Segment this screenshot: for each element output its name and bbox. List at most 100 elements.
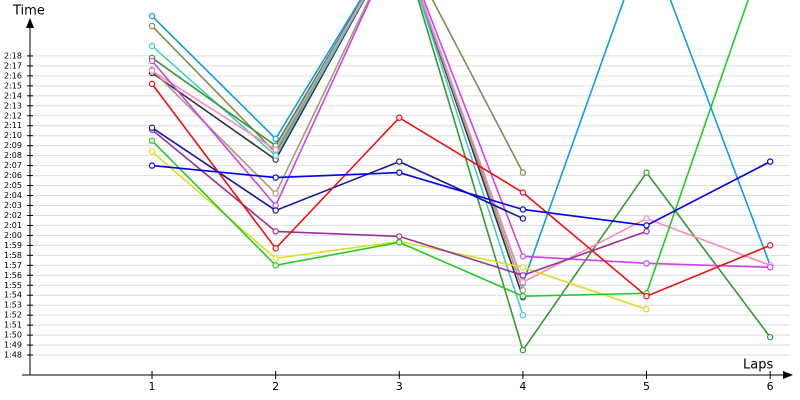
y-tick-label: 2:14 (4, 91, 22, 100)
series-line (151, 0, 771, 269)
point (396, 158, 403, 165)
plot-area (148, 0, 774, 354)
point (272, 146, 279, 153)
x-axis-label: Laps (743, 358, 773, 373)
y-tick-label: 2:13 (4, 101, 22, 110)
series-line (151, 127, 524, 220)
grid (30, 55, 790, 356)
y-tick-label: 2:09 (4, 141, 22, 150)
point (272, 228, 279, 235)
point (766, 333, 774, 341)
point (396, 169, 403, 176)
y-tick-label: 2:10 (4, 131, 22, 140)
point (272, 255, 279, 262)
point (148, 137, 156, 144)
y-tick-label: 1:59 (4, 241, 22, 250)
y-tick-label: 1:53 (4, 301, 22, 310)
point (643, 293, 650, 300)
point (396, 239, 403, 246)
y-tick-label: 1:54 (4, 291, 22, 300)
point (148, 162, 156, 169)
y-tick-label: 1:56 (4, 271, 22, 280)
y-tick-label: 2:06 (4, 171, 22, 180)
x-tick-label: 2 (272, 380, 279, 393)
y-tick-label: 2:12 (4, 111, 22, 120)
series-line (151, 0, 524, 298)
y-axis-label: Time (12, 4, 45, 19)
point (519, 253, 527, 260)
y-tick-label: 2:17 (4, 61, 22, 70)
y-tick-label: 2:15 (4, 81, 22, 90)
series-line (151, 160, 771, 227)
y-tick-label: 2:01 (4, 221, 22, 230)
x-tick-label: 3 (396, 380, 403, 393)
point (643, 305, 650, 313)
point (396, 114, 403, 121)
y-tick-label: 1:48 (4, 351, 22, 360)
x-tick-label: 5 (643, 380, 650, 393)
point (766, 242, 774, 249)
point (519, 287, 527, 294)
point (272, 262, 279, 269)
series-line (151, 0, 524, 316)
point (766, 158, 774, 165)
point (643, 260, 650, 267)
point (643, 215, 650, 222)
y-tick-label: 2:07 (4, 161, 22, 170)
point (396, 233, 403, 240)
y-tick-label: 2:02 (4, 211, 22, 220)
point (148, 57, 156, 65)
y-tick-label: 1:50 (4, 331, 22, 340)
point (643, 169, 650, 176)
point (272, 174, 279, 181)
point (519, 272, 527, 279)
point (519, 293, 527, 300)
x-tick-label: 6 (767, 380, 774, 393)
point (519, 169, 527, 176)
point (766, 264, 774, 271)
y-tick-label: 1:58 (4, 251, 22, 260)
point (148, 22, 156, 30)
point (148, 12, 156, 20)
y-tick-label: 2:04 (4, 191, 22, 200)
point (519, 189, 527, 196)
point (272, 152, 279, 159)
y-tick-label: 2:00 (4, 231, 22, 240)
point (272, 190, 279, 197)
y-tick-label: 1:57 (4, 261, 22, 270)
y-tick-label: 1:51 (4, 321, 22, 330)
series-line (151, 0, 524, 291)
x-tick-label: 1 (149, 380, 156, 393)
series-line (151, 0, 771, 284)
point (643, 222, 650, 229)
point (148, 124, 156, 131)
y-tick-label: 2:05 (4, 181, 22, 190)
y-tick-label: 2:08 (4, 151, 22, 160)
y-tick-label: 1:49 (4, 341, 22, 350)
y-tick-label: 2:18 (4, 51, 22, 60)
point (519, 279, 527, 286)
y-tick-label: 2:03 (4, 201, 22, 210)
series-line (151, 0, 749, 298)
point (643, 228, 650, 235)
point (148, 80, 156, 88)
point (519, 206, 527, 213)
point (272, 245, 279, 252)
series-line (151, 129, 647, 277)
x-tick-label: 4 (519, 380, 526, 393)
point (272, 207, 279, 214)
point (148, 148, 156, 155)
y-tick-label: 2:11 (4, 121, 22, 130)
point (148, 42, 156, 50)
point (519, 346, 527, 354)
point (272, 135, 279, 142)
point (148, 67, 156, 75)
y-tick-label: 1:55 (4, 281, 22, 290)
point (519, 215, 527, 222)
series-line (151, 0, 771, 352)
x-axis-arrow (783, 371, 793, 379)
y-tick-label: 2:16 (4, 71, 22, 80)
y-axis-arrow (26, 18, 34, 28)
y-tick-label: 1:52 (4, 311, 22, 320)
